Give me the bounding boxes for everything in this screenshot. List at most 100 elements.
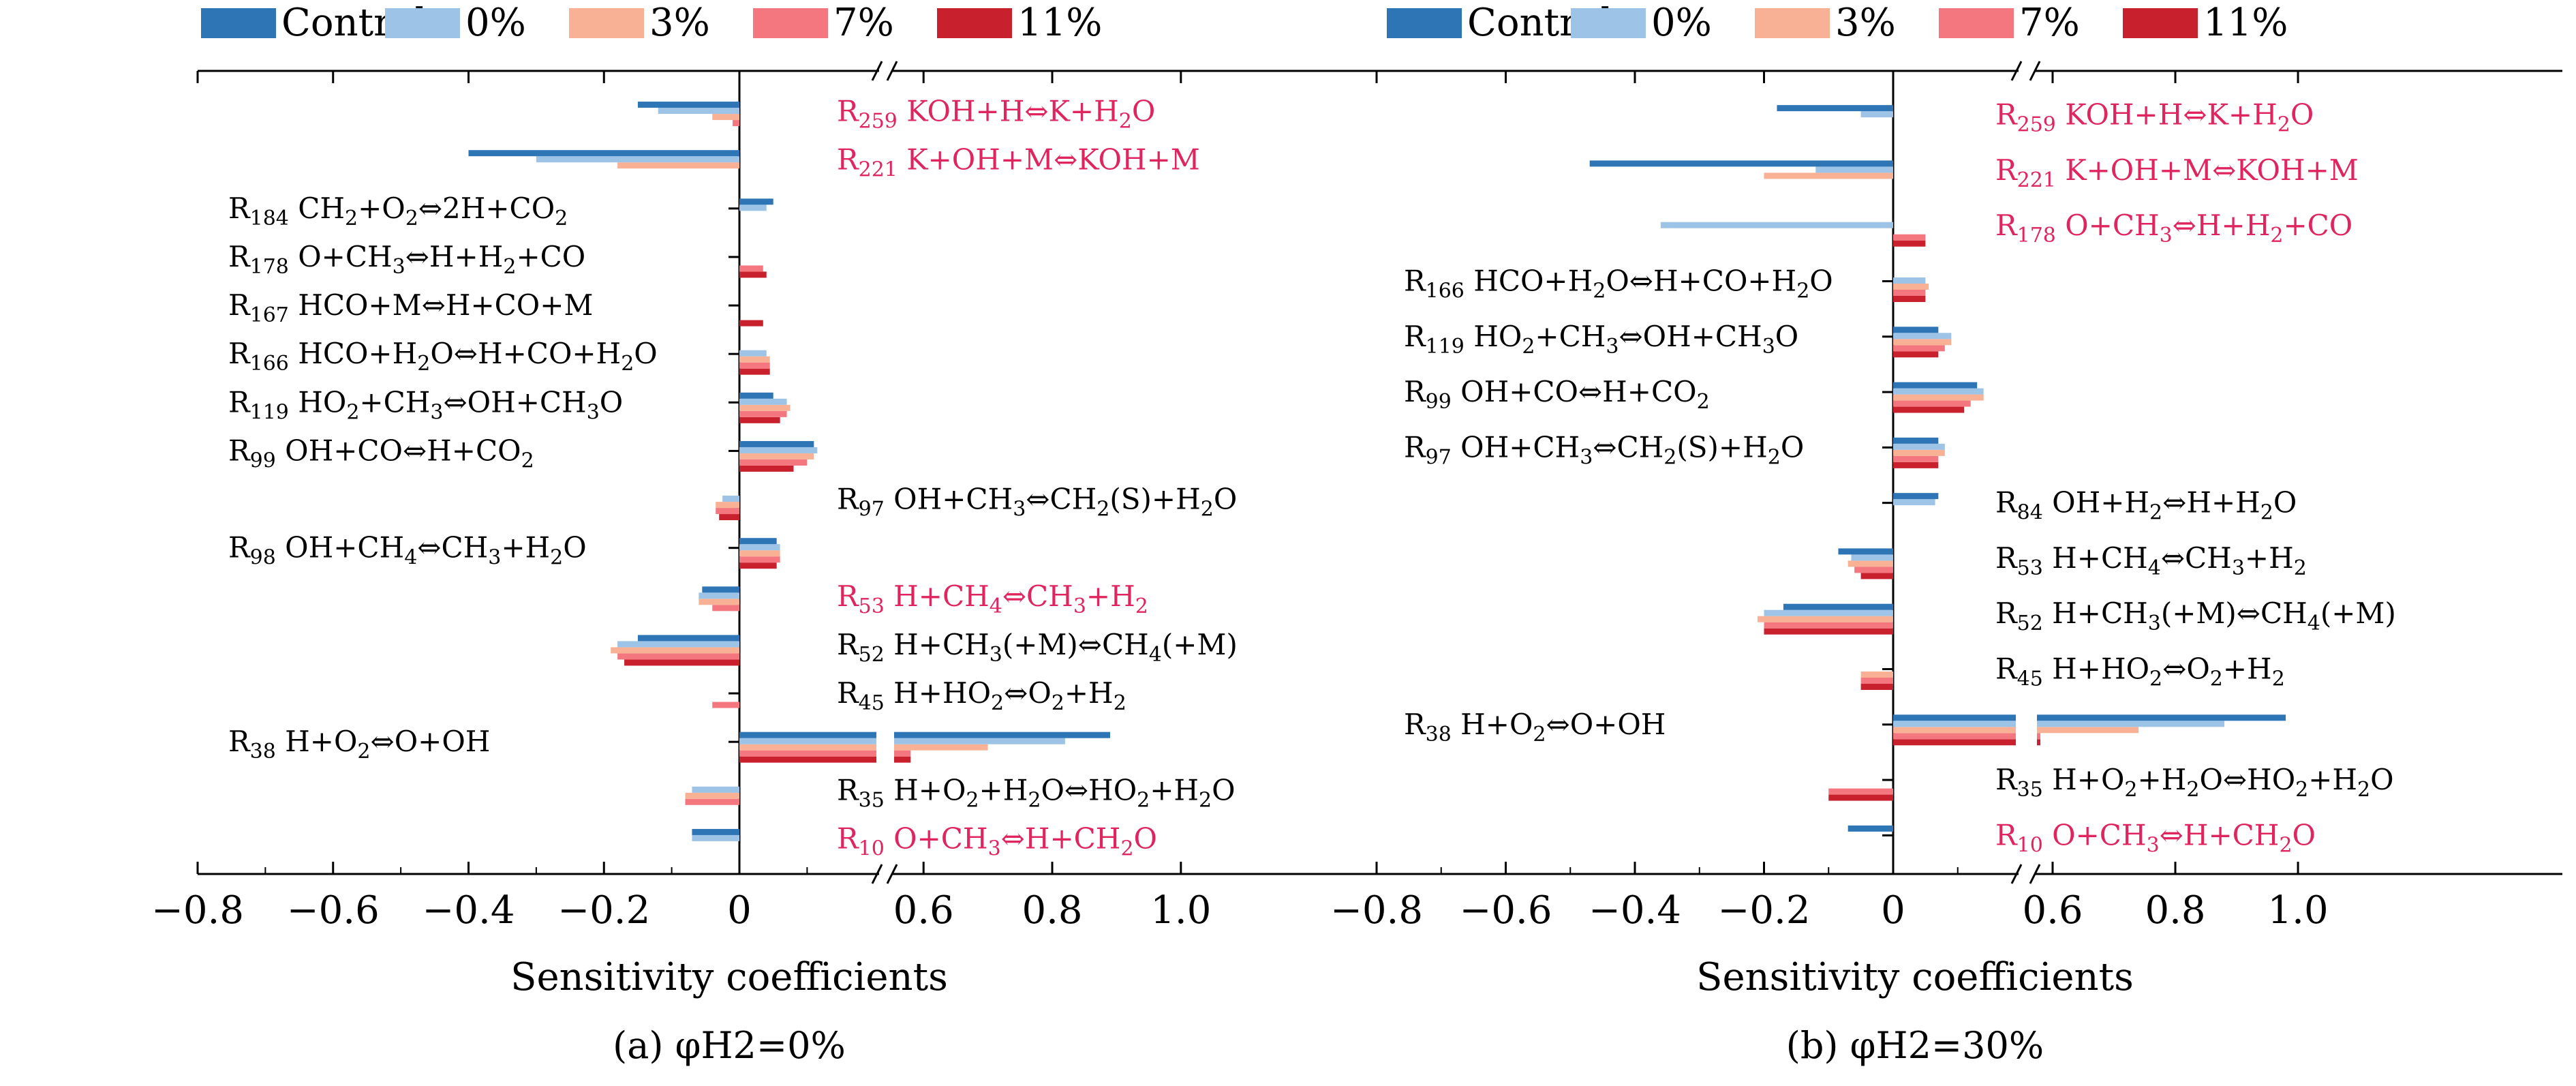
axis-break-mark (2029, 864, 2041, 884)
bar-3% (617, 162, 739, 169)
bar-11% (624, 659, 739, 666)
bar-0% (1764, 609, 1893, 616)
bar-7% (1828, 788, 1893, 795)
bar-3% (716, 502, 739, 509)
chart-panel-a: −0.8 −0.6 −0.4 −0.2 0 0.6 0.8 1.0 R259​ KOH+H⇔K… (151, 61, 1383, 1067)
bar-7% (1893, 345, 1945, 352)
x-axis-title-panel-a: Sensitivity coefficients (510, 955, 948, 999)
bar-Control (1589, 160, 1893, 167)
bar-Control (1893, 327, 1939, 333)
bar-11% (1893, 240, 1926, 247)
bar-0% (2037, 721, 2225, 727)
axis-break-mark (886, 61, 898, 81)
bar-7% (739, 556, 780, 563)
bar-3% (739, 550, 780, 557)
bar-0% (536, 156, 739, 163)
bar-7% (1893, 733, 2016, 740)
reaction-label: R38​ H+O2​⇔O+OH (1404, 708, 1666, 746)
x-tick-label: −0.8 (1330, 888, 1423, 933)
reaction-label: R99​ OH+CO⇔H+CO2​ (228, 434, 534, 472)
bar-11% (739, 465, 794, 472)
bar-0% (739, 350, 767, 357)
caption-panel-b: (b) φH2=30% (1786, 1024, 2044, 1067)
bar-0% (1893, 721, 2016, 727)
reaction-label: R166​ HCO+H2​O⇔H+CO+H2​O (228, 337, 658, 376)
reaction-label: R10​ O+CH3​⇔H+CH2​O (837, 821, 1157, 860)
bar-3% (1764, 172, 1893, 179)
x-tick-label: 0.6 (893, 888, 954, 933)
bar-11% (1893, 406, 1965, 413)
bar-0% (692, 786, 739, 793)
bar-Control (1893, 437, 1939, 444)
bar-3% (712, 114, 739, 121)
bar-7% (617, 653, 739, 660)
bar-7% (712, 702, 739, 708)
legend-label: 7% (833, 1, 894, 45)
axes-panel-b: −0.8 −0.6 −0.4 −0.2 0 0.6 0.8 1.0 (1330, 61, 2562, 933)
bar-7% (685, 798, 739, 805)
reaction-label: R221​ K+OH+M⇔KOH+M (1995, 153, 2359, 192)
bar-7% (1893, 234, 1926, 241)
bar-0% (699, 592, 739, 599)
legend-swatch (2123, 8, 2198, 38)
bar-Control (1893, 382, 1978, 389)
x-tick-label: −0.2 (1718, 888, 1811, 933)
x-tick-label: 0.8 (1022, 888, 1082, 933)
legend-swatch (937, 8, 1012, 38)
bar-0% (1893, 443, 1945, 450)
reaction-label: R53​ H+CH4​⇔CH3​+H2​ (1995, 541, 2307, 580)
bar-11% (1828, 794, 1893, 801)
x-tick-label: −0.4 (1589, 888, 1681, 933)
bar-7% (1893, 400, 1971, 407)
reaction-label: R35​ H+O2​+H2​O⇔HO2​+H2​O (837, 773, 1236, 812)
bars-panel-a (468, 102, 1110, 841)
bar-0% (658, 108, 739, 115)
bar-11% (1764, 628, 1893, 635)
bar-Control (1783, 603, 1893, 610)
x-tick-label: 0 (1881, 888, 1905, 933)
axis-break-mark (871, 61, 883, 81)
bar-3% (739, 404, 791, 411)
legend-label: 11% (1017, 1, 1102, 45)
bar-0% (1893, 277, 1926, 284)
bar-3% (1893, 727, 2016, 734)
bar-11% (1893, 351, 1939, 358)
axis-break-mark (2010, 864, 2023, 884)
axis-break-mark (2010, 61, 2023, 81)
bar-11% (739, 368, 770, 375)
bar-11% (1893, 462, 1939, 468)
bar-3% (1893, 339, 1952, 346)
legend-swatch (569, 8, 644, 38)
bar-Control (692, 828, 739, 835)
reaction-label: R259​ KOH+H⇔K+H2​O (1995, 98, 2314, 137)
bar-3% (699, 599, 739, 605)
bar-7% (712, 605, 739, 612)
bar-7% (716, 508, 739, 515)
x-axis-title-panel-b: Sensitivity coefficients (1696, 955, 2134, 999)
bar-11% (739, 756, 876, 763)
reaction-label: R259​ KOH+H⇔K+H2​O (837, 95, 1155, 134)
reaction-label: R10​ O+CH3​⇔H+CH2​O (1995, 818, 2316, 857)
legend-label: 0% (1651, 1, 1712, 45)
bar-Control (739, 440, 814, 447)
bar-3% (611, 647, 739, 654)
bar-3% (894, 744, 988, 751)
bar-11% (1893, 739, 2016, 746)
reaction-label: R221​ K+OH+M⇔KOH+M (837, 143, 1200, 182)
legend-swatch (1755, 8, 1830, 38)
bar-3% (1860, 672, 1893, 678)
bar-0% (1893, 499, 1935, 506)
legend-swatch (1387, 8, 1462, 38)
bar-7% (1854, 567, 1893, 573)
x-tick-label: −0.4 (423, 888, 515, 933)
reaction-label: R53​ H+CH4​⇔CH3​+H2​ (837, 579, 1148, 618)
x-tick-label: 0 (727, 888, 752, 933)
bar-0% (722, 496, 739, 502)
legend-label: 11% (2203, 1, 2288, 45)
caption-panel-a: (a) φH2=0% (613, 1024, 846, 1067)
x-tick-label: 1.0 (1150, 888, 1211, 933)
x-tick-label: 1.0 (2268, 888, 2329, 933)
reaction-label: R97​ OH+CH3​⇔CH2​(S)+H2​O (1404, 430, 1804, 469)
bar-0% (1893, 333, 1952, 340)
reaction-label: R167​ HCO+M⇔H+CO+M (228, 288, 593, 327)
